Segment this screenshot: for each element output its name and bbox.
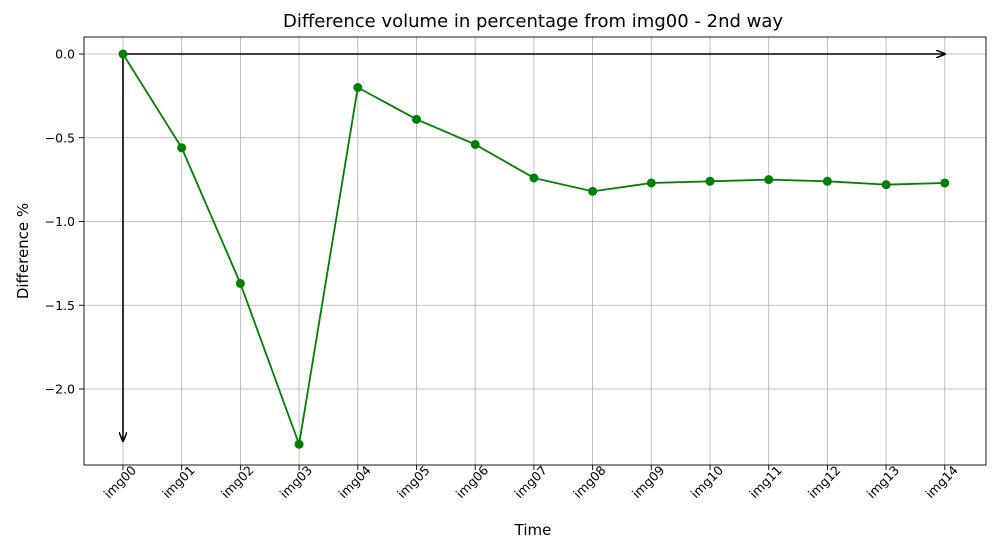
- y-tick-label: −0.5: [45, 130, 75, 145]
- data-point: [118, 49, 128, 59]
- data-point: [294, 439, 304, 449]
- data-point: [588, 186, 598, 196]
- plot-frame: [83, 36, 987, 466]
- x-tick-label: img01: [159, 463, 198, 502]
- data-point: [177, 143, 187, 153]
- y-tick-label: 0.0: [55, 47, 75, 62]
- data-point: [412, 114, 421, 124]
- data-point: [470, 139, 480, 149]
- x-tick-label: img06: [453, 463, 492, 502]
- x-tick-label: img07: [511, 463, 550, 502]
- data-point: [235, 278, 245, 288]
- x-tick-label: img13: [864, 463, 903, 502]
- data-point: [764, 175, 774, 185]
- y-tick-label: −1.0: [45, 214, 75, 229]
- x-tick-label: img11: [746, 463, 785, 502]
- y-tick-label: −1.5: [45, 298, 75, 313]
- data-point: [705, 176, 715, 186]
- data-point: [646, 178, 656, 188]
- data-point: [881, 180, 891, 190]
- data-point: [940, 178, 950, 188]
- x-tick-label: img12: [805, 463, 844, 502]
- data-point: [529, 173, 539, 183]
- data-point: [353, 83, 363, 92]
- x-tick-label: img09: [629, 463, 668, 502]
- x-tick-label: img02: [218, 463, 257, 502]
- x-tick-label: img00: [101, 463, 140, 502]
- x-tick-label: img10: [688, 463, 727, 502]
- chart-title: Difference volume in percentage from img…: [283, 11, 783, 32]
- grid-layer: [84, 37, 986, 465]
- x-tick-label: img04: [335, 463, 374, 502]
- annotation-layer: [123, 54, 945, 441]
- y-axis-label: Difference %: [14, 203, 32, 299]
- x-tick-label: img14: [922, 463, 961, 502]
- x-tick-label: img03: [277, 463, 316, 502]
- x-tick-label: img08: [570, 463, 609, 502]
- y-tick-label: −2.0: [45, 382, 75, 397]
- x-axis-label: Time: [514, 521, 552, 539]
- series-layer: [118, 49, 950, 449]
- x-tick-label: img05: [394, 463, 433, 502]
- data-point: [822, 176, 832, 186]
